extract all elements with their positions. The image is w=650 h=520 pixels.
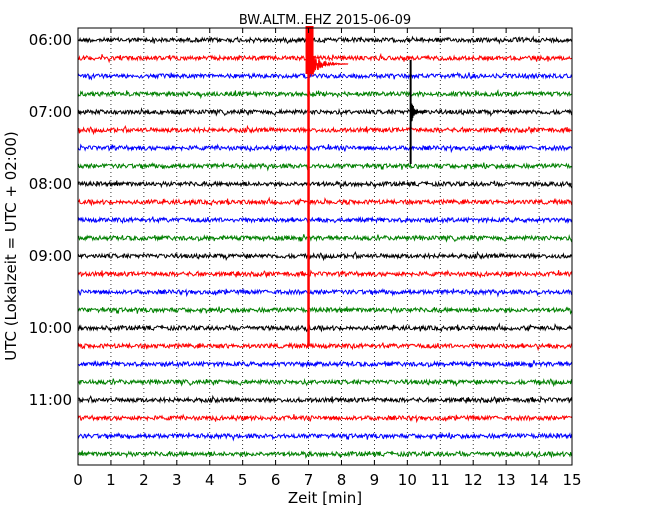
trace-0630 bbox=[77, 71, 573, 81]
trace-0945 bbox=[77, 306, 573, 315]
y-tick-label: 08:00 bbox=[29, 175, 72, 193]
x-tick-label: 5 bbox=[238, 471, 248, 489]
trace-0915 bbox=[77, 269, 573, 279]
x-tick-label: 6 bbox=[271, 471, 281, 489]
x-tick-label: 14 bbox=[530, 471, 549, 489]
trace-1145 bbox=[77, 450, 573, 459]
trace-0815 bbox=[77, 196, 573, 207]
chart-title: BW.ALTM..EHZ 2015-06-09 bbox=[239, 13, 411, 28]
x-tick-label: 2 bbox=[139, 471, 149, 489]
trace-0645 bbox=[77, 89, 573, 100]
y-tick-label: 07:00 bbox=[29, 103, 72, 121]
event-burst bbox=[410, 101, 428, 126]
trace-1000 bbox=[77, 322, 573, 333]
x-tick-label: 3 bbox=[172, 471, 182, 489]
trace-0700 bbox=[77, 107, 573, 117]
x-tick-label: 0 bbox=[73, 471, 83, 489]
x-tick-label: 11 bbox=[431, 471, 450, 489]
trace-0900 bbox=[77, 250, 573, 262]
trace-1100 bbox=[77, 394, 573, 405]
trace-0845 bbox=[77, 234, 573, 243]
y-tick-label: 11:00 bbox=[29, 391, 72, 409]
trace-0715 bbox=[77, 124, 573, 136]
y-tick-label: 09:00 bbox=[29, 247, 72, 265]
event-burst bbox=[308, 49, 349, 85]
trace-0745 bbox=[77, 162, 573, 172]
trace-0800 bbox=[77, 180, 573, 189]
y-axis-label: UTC (Lokalzeit = UTC + 02:00) bbox=[2, 131, 20, 361]
trace-1030 bbox=[77, 360, 573, 369]
plot-frame bbox=[77, 27, 573, 466]
trace-1015 bbox=[77, 341, 573, 352]
y-tick-label: 06:00 bbox=[29, 31, 72, 49]
trace-0600 bbox=[77, 35, 573, 45]
x-tick-label: 4 bbox=[205, 471, 215, 489]
trace-layer bbox=[77, 35, 573, 459]
x-tick-label: 1 bbox=[106, 471, 116, 489]
trace-1130 bbox=[77, 432, 573, 442]
x-tick-label: 12 bbox=[464, 471, 483, 489]
event-saturation bbox=[305, 26, 314, 74]
trace-0615 bbox=[77, 52, 573, 64]
trace-0830 bbox=[77, 216, 573, 226]
trace-1115 bbox=[77, 413, 573, 424]
x-tick-label: 15 bbox=[562, 471, 581, 489]
trace-0930 bbox=[77, 287, 573, 298]
trace-0730 bbox=[77, 143, 573, 154]
x-tick-label: 9 bbox=[370, 471, 380, 489]
tick-layer: 0 1 2 3 4 5 6 7 8 9 10 11 12 13 14 1506:0007:0008:0009:… bbox=[29, 28, 582, 489]
x-tick-label: 13 bbox=[497, 471, 516, 489]
y-tick-label: 10:00 bbox=[29, 319, 72, 337]
x-tick-label: 8 bbox=[337, 471, 347, 489]
x-axis-label: Zeit [min] bbox=[288, 489, 362, 507]
x-tick-label: 10 bbox=[398, 471, 417, 489]
event-layer bbox=[305, 26, 428, 346]
x-tick-label: 7 bbox=[304, 471, 314, 489]
trace-1045 bbox=[77, 378, 573, 388]
